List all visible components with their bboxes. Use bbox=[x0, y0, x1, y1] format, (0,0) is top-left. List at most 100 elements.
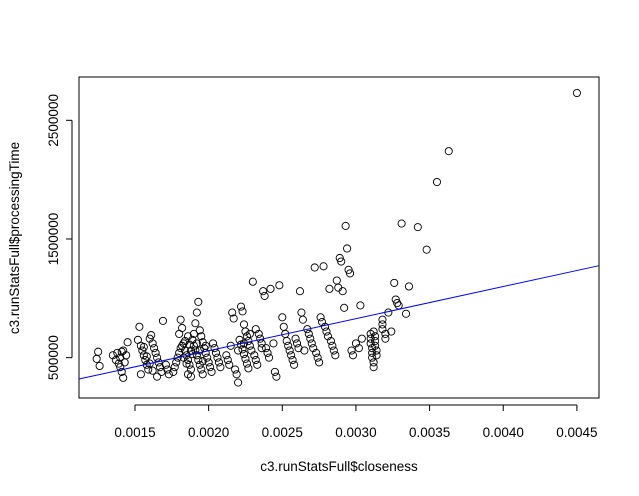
data-point bbox=[306, 334, 315, 343]
data-point bbox=[198, 370, 207, 379]
data-point bbox=[372, 351, 381, 360]
data-point bbox=[275, 281, 284, 290]
data-point bbox=[204, 358, 213, 367]
x-tick-label: 0.0025 bbox=[262, 425, 303, 440]
data-point bbox=[207, 367, 216, 376]
data-point bbox=[368, 348, 377, 357]
data-point bbox=[422, 245, 431, 254]
data-point bbox=[344, 265, 353, 274]
data-point bbox=[369, 358, 378, 367]
data-point bbox=[228, 308, 237, 317]
data-point bbox=[371, 336, 380, 346]
data-point bbox=[216, 363, 225, 372]
regression-line-layer bbox=[78, 265, 600, 380]
data-point bbox=[397, 219, 406, 228]
data-point bbox=[234, 346, 243, 355]
data-point bbox=[147, 331, 156, 340]
data-point bbox=[123, 338, 132, 347]
data-point bbox=[229, 314, 238, 323]
data-point bbox=[192, 339, 201, 348]
data-point bbox=[369, 327, 378, 336]
data-point bbox=[413, 223, 422, 232]
data-point bbox=[222, 351, 231, 360]
plot-frame bbox=[78, 76, 600, 399]
data-point bbox=[191, 319, 200, 328]
data-point bbox=[394, 301, 403, 310]
data-point bbox=[279, 322, 288, 331]
data-point bbox=[148, 366, 157, 375]
data-point bbox=[332, 276, 341, 285]
data-point bbox=[136, 370, 145, 379]
data-point bbox=[211, 348, 221, 357]
data-point bbox=[297, 308, 306, 317]
data-point bbox=[319, 262, 328, 271]
y-axis-title: c3.runStatsFull$processingTime bbox=[7, 142, 22, 334]
data-point bbox=[294, 344, 303, 353]
data-point bbox=[192, 351, 201, 360]
data-point bbox=[572, 88, 581, 98]
data-point bbox=[210, 344, 219, 353]
data-point bbox=[257, 339, 266, 348]
data-point bbox=[145, 359, 154, 368]
data-point bbox=[234, 378, 243, 387]
data-point bbox=[161, 360, 170, 369]
data-point bbox=[270, 367, 279, 376]
data-point bbox=[340, 303, 349, 312]
data-point bbox=[242, 332, 251, 341]
data-point bbox=[197, 365, 206, 374]
data-point bbox=[295, 287, 305, 296]
data-point bbox=[257, 344, 266, 353]
data-point bbox=[135, 322, 144, 331]
data-point bbox=[206, 363, 215, 372]
data-point bbox=[307, 339, 316, 348]
data-point bbox=[138, 346, 147, 355]
y-axis: 500000 1500000 2500000 bbox=[46, 94, 73, 380]
data-point bbox=[351, 339, 360, 348]
data-point bbox=[175, 348, 184, 357]
data-point bbox=[183, 332, 193, 341]
data-point bbox=[312, 348, 321, 357]
data-point bbox=[378, 325, 387, 334]
data-point bbox=[354, 344, 363, 353]
y-tick-label: 500000 bbox=[46, 335, 61, 380]
data-point bbox=[173, 353, 182, 362]
data-point bbox=[176, 344, 185, 353]
data-point bbox=[338, 287, 347, 296]
data-point bbox=[142, 352, 151, 361]
data-points bbox=[92, 88, 581, 387]
data-point bbox=[195, 326, 204, 335]
data-point bbox=[170, 363, 179, 372]
data-point bbox=[381, 334, 390, 343]
data-point bbox=[290, 360, 299, 369]
data-point bbox=[119, 346, 128, 355]
data-point bbox=[320, 322, 330, 331]
x-tick-label: 0.0015 bbox=[114, 425, 155, 440]
data-point bbox=[182, 359, 191, 368]
data-point bbox=[119, 373, 128, 382]
x-tick-label: 0.0020 bbox=[188, 425, 229, 440]
data-point bbox=[348, 351, 358, 360]
data-point bbox=[188, 350, 197, 359]
data-point bbox=[304, 329, 313, 338]
data-point bbox=[292, 339, 302, 348]
data-point bbox=[300, 346, 309, 355]
data-point bbox=[178, 323, 187, 333]
data-point bbox=[313, 353, 322, 362]
data-point bbox=[194, 355, 203, 365]
data-point bbox=[366, 339, 375, 348]
data-point bbox=[251, 325, 260, 334]
data-point bbox=[253, 360, 262, 369]
data-point bbox=[238, 307, 247, 316]
data-point bbox=[345, 269, 355, 278]
data-point bbox=[282, 336, 291, 346]
data-point bbox=[264, 353, 274, 362]
data-point bbox=[432, 177, 442, 187]
data-point bbox=[393, 299, 402, 308]
data-point bbox=[116, 363, 125, 372]
data-point bbox=[245, 329, 254, 338]
data-point bbox=[309, 344, 318, 353]
data-point bbox=[322, 327, 331, 336]
y-tick-label: 2500000 bbox=[46, 94, 61, 147]
x-axis-title: c3.runStatsFull$closeness bbox=[260, 459, 418, 474]
